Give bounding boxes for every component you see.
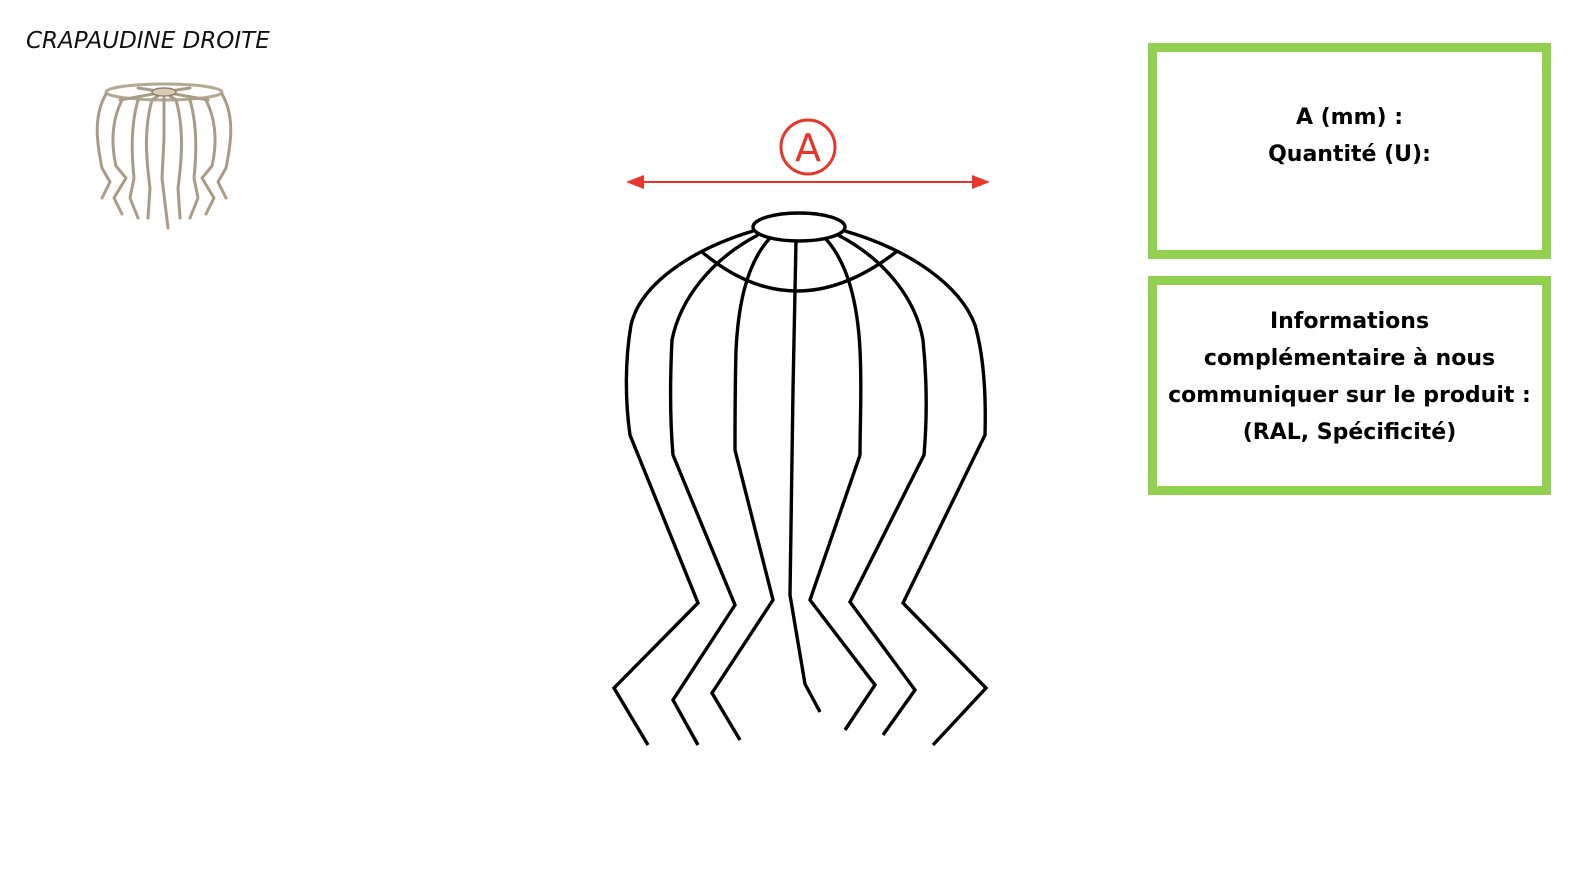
wire-6	[837, 233, 928, 736]
wire-2	[668, 233, 759, 746]
strainer-diagram: A	[611, 118, 990, 747]
wire-5	[808, 236, 878, 731]
support-ring	[700, 250, 898, 293]
info-line-2: complémentaire à nous	[1203, 345, 1496, 371]
wire-3	[709, 236, 775, 741]
dimension-label-circle	[779, 118, 837, 176]
wire-7	[844, 229, 989, 747]
wire-1	[611, 229, 754, 746]
dimension-a-field-label: A (mm) :	[1295, 105, 1404, 130]
dimension-a-marker: A	[626, 118, 990, 189]
double-arrow-icon	[626, 175, 990, 189]
additional-info-box: Informations complémentaire à nous commu…	[1148, 276, 1551, 495]
dimension-label-text: A	[795, 126, 821, 170]
wire-4	[788, 240, 822, 713]
quantity-field-label: Quantité (U):	[1268, 142, 1431, 167]
dimension-quantity-box: A (mm) : Quantité (U):	[1148, 43, 1551, 259]
wire-strainer-drawing	[611, 211, 989, 747]
info-line-4: (RAL, Spécificité)	[1242, 419, 1457, 445]
top-ring	[751, 211, 847, 243]
info-line-3: communiquer sur le produit :	[1168, 382, 1531, 408]
product-title: CRAPAUDINE DROITE	[26, 28, 270, 54]
product-thumbnail-icon	[95, 82, 233, 230]
info-line-1: Informations	[1269, 308, 1430, 334]
